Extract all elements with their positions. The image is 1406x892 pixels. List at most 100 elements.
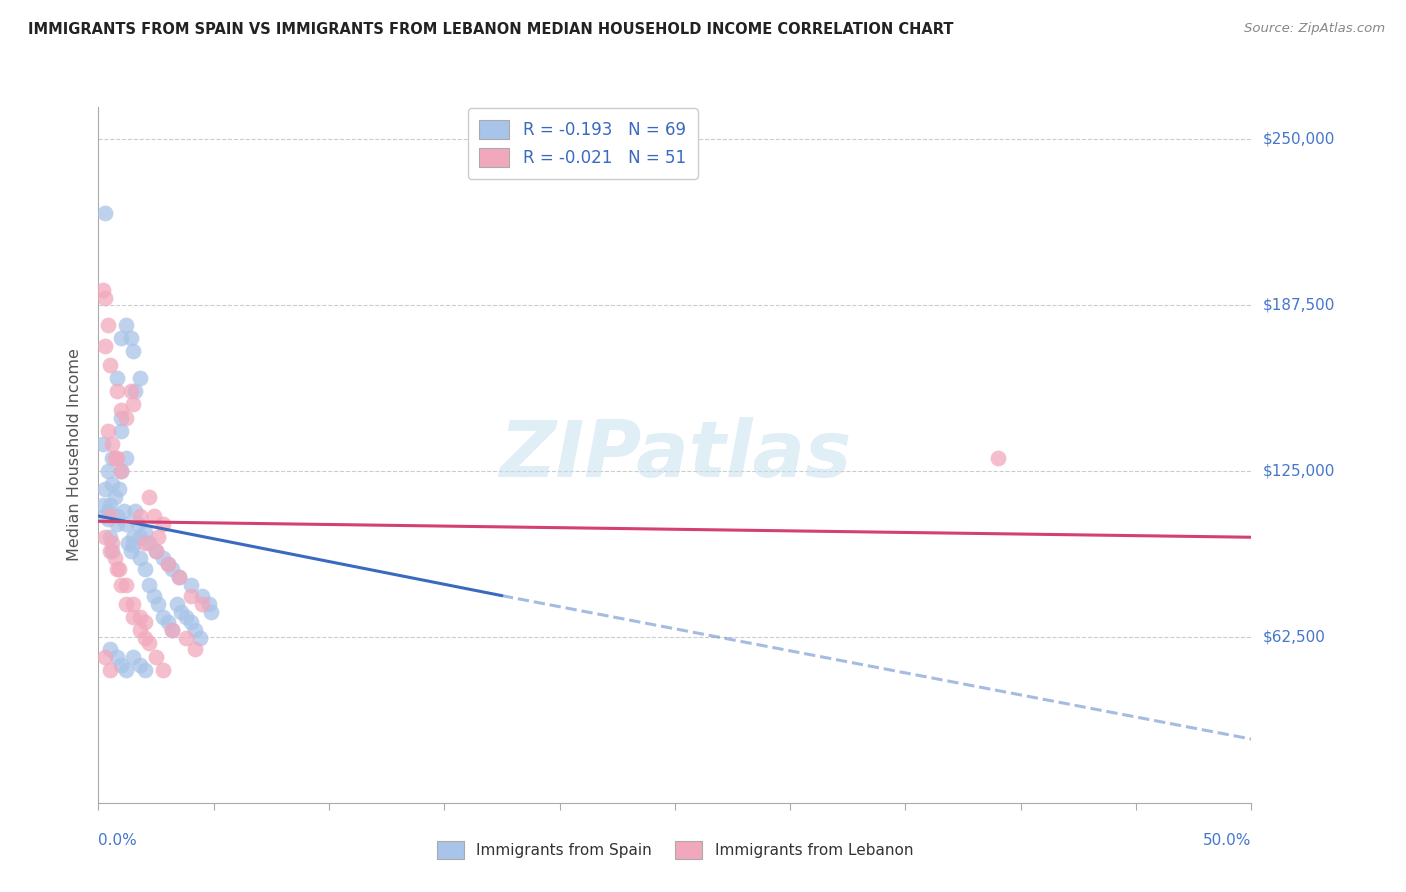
Point [188, 631, 211, 645]
Point [98, 499, 121, 513]
Point [91, 499, 114, 513]
Point [160, 623, 183, 637]
Point [152, 551, 174, 566]
Point [115, 597, 138, 611]
Point [94, 339, 117, 353]
Point [101, 477, 124, 491]
Point [105, 384, 128, 399]
Point [122, 530, 145, 544]
Point [120, 543, 142, 558]
Point [115, 410, 138, 425]
Point [145, 649, 167, 664]
Point [180, 589, 202, 603]
Text: $187,500: $187,500 [1263, 297, 1334, 312]
Point [160, 623, 183, 637]
Point [91, 437, 114, 451]
Point [127, 516, 149, 531]
Point [134, 524, 156, 539]
Point [105, 450, 128, 465]
Point [101, 535, 124, 549]
Point [115, 578, 138, 592]
Point [101, 437, 124, 451]
Point [129, 657, 152, 672]
Point [97, 504, 120, 518]
Point [129, 610, 152, 624]
Point [142, 589, 165, 603]
Point [97, 318, 120, 332]
Point [110, 464, 132, 478]
Point [170, 605, 193, 619]
Point [98, 530, 121, 544]
Point [134, 562, 156, 576]
Point [97, 424, 120, 438]
Point [174, 631, 197, 645]
Point [200, 605, 222, 619]
Point [112, 504, 135, 518]
Point [184, 641, 207, 656]
Point [166, 597, 188, 611]
Point [180, 578, 202, 592]
Point [122, 344, 145, 359]
Point [184, 623, 207, 637]
Point [115, 516, 138, 531]
Point [148, 530, 170, 544]
Point [174, 610, 197, 624]
Point [138, 578, 160, 592]
Point [108, 562, 131, 576]
Point [122, 649, 145, 664]
Point [122, 610, 145, 624]
Text: 50.0%: 50.0% [1204, 833, 1251, 848]
Point [98, 663, 121, 677]
Point [129, 623, 152, 637]
Point [94, 206, 117, 220]
Point [105, 508, 128, 523]
Point [156, 615, 179, 630]
Point [191, 597, 214, 611]
Point [97, 511, 120, 525]
Point [94, 508, 117, 523]
Legend: Immigrants from Spain, Immigrants from Lebanon: Immigrants from Spain, Immigrants from L… [430, 835, 920, 864]
Point [91, 283, 114, 297]
Point [148, 597, 170, 611]
Point [122, 597, 145, 611]
Point [198, 597, 221, 611]
Text: ZIPatlas: ZIPatlas [499, 417, 851, 493]
Point [98, 508, 121, 523]
Point [98, 543, 121, 558]
Point [105, 371, 128, 385]
Point [129, 551, 152, 566]
Point [110, 464, 132, 478]
Point [987, 450, 1010, 465]
Point [105, 516, 128, 531]
Point [97, 464, 120, 478]
Point [180, 615, 202, 630]
Text: $62,500: $62,500 [1263, 630, 1326, 644]
Point [110, 657, 132, 672]
Text: Source: ZipAtlas.com: Source: ZipAtlas.com [1244, 22, 1385, 36]
Point [138, 636, 160, 650]
Point [117, 535, 139, 549]
Point [122, 538, 145, 552]
Point [103, 450, 125, 465]
Point [120, 331, 142, 345]
Text: $125,000: $125,000 [1263, 463, 1334, 478]
Point [152, 610, 174, 624]
Point [110, 578, 132, 592]
Point [94, 483, 117, 497]
Point [115, 663, 138, 677]
Point [124, 504, 146, 518]
Point [110, 424, 132, 438]
Point [156, 557, 179, 571]
Point [122, 397, 145, 411]
Point [103, 551, 125, 566]
Point [124, 384, 146, 399]
Point [98, 641, 121, 656]
Point [138, 535, 160, 549]
Point [145, 543, 167, 558]
Point [108, 483, 131, 497]
Point [191, 589, 214, 603]
Point [105, 649, 128, 664]
Text: 0.0%: 0.0% [98, 833, 138, 848]
Point [160, 562, 183, 576]
Y-axis label: Median Household Income: Median Household Income [67, 349, 83, 561]
